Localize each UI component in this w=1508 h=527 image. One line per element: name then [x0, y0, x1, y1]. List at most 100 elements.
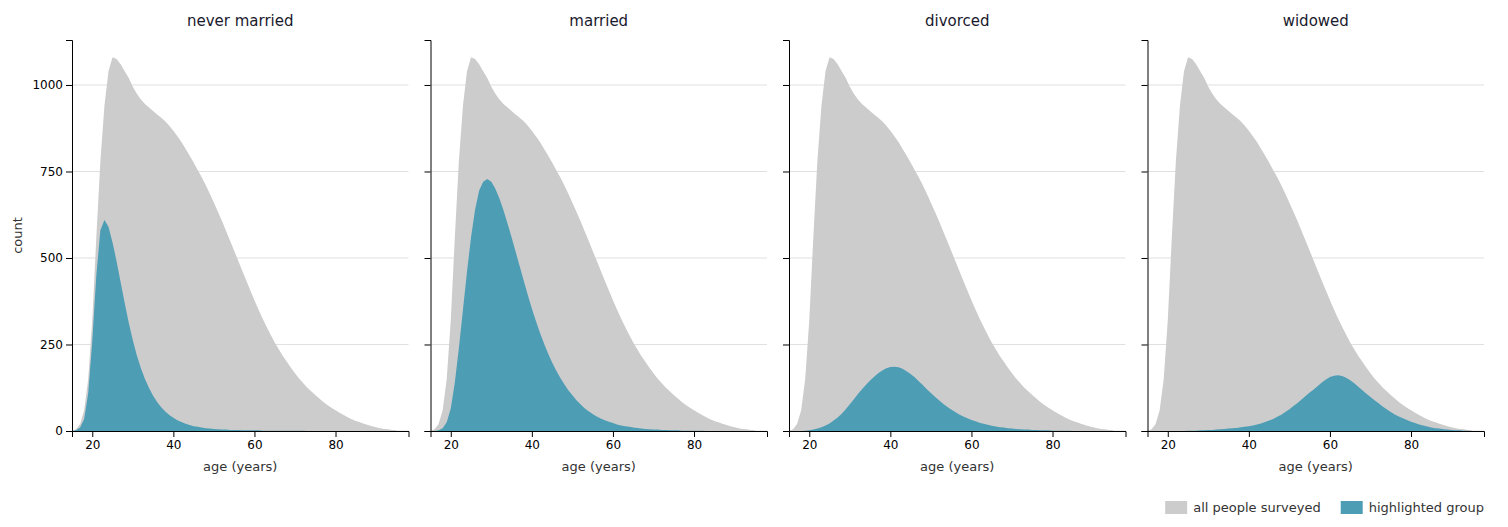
tick-mark: [425, 85, 431, 86]
tick: [783, 171, 789, 172]
tick-label: 250: [40, 338, 63, 352]
tick-mark: [809, 431, 810, 437]
tick: [425, 258, 431, 259]
tick-mark: [425, 258, 431, 259]
tick-mark: [66, 344, 72, 345]
tick-label: 40: [1242, 438, 1257, 452]
x-axis: 20 40 60 80: [790, 431, 1127, 452]
tick: [425, 85, 431, 86]
legend-swatch: [1341, 501, 1363, 514]
tick-mark: [336, 431, 337, 437]
title: married: [569, 12, 628, 30]
area: [72, 220, 396, 431]
tick: 40: [1242, 431, 1257, 452]
tick-label: 80: [1045, 438, 1060, 452]
tick-mark: [254, 431, 255, 437]
legend-label: all people surveyed: [1193, 500, 1321, 515]
tick-mark: [613, 431, 614, 437]
tick-mark: [425, 171, 431, 172]
tick-label: 40: [883, 438, 898, 452]
tick: 500: [40, 251, 72, 265]
area: [1148, 57, 1472, 431]
tick: [783, 431, 789, 432]
tick: [1142, 431, 1148, 432]
tick-mark: [1053, 431, 1054, 437]
tick: 40: [883, 431, 898, 452]
tick-mark: [783, 171, 789, 172]
panel: 20 40 60 80 divorced age (years): [783, 12, 1126, 474]
tick: 60: [964, 431, 979, 452]
axis-line: [425, 41, 432, 432]
tick-mark: [451, 431, 452, 437]
tick-label: 500: [40, 251, 63, 265]
tick-label: 60: [964, 438, 979, 452]
tick-mark: [66, 431, 72, 432]
tick: 20: [802, 431, 817, 452]
tick-mark: [1168, 431, 1169, 437]
title: divorced: [925, 12, 990, 30]
x-axis-title: age (years): [562, 459, 636, 474]
tick-label: 60: [247, 438, 262, 452]
axis-line: [790, 432, 1127, 438]
tick: [1142, 258, 1148, 259]
tick: [425, 344, 431, 345]
tick: 80: [687, 431, 702, 452]
plot-area: [72, 57, 396, 431]
tick: 80: [1045, 431, 1060, 452]
tick: [783, 258, 789, 259]
panel: 20 40 60 80 married age (years): [425, 12, 768, 474]
axis-line: [66, 41, 73, 432]
tick: 60: [247, 431, 262, 452]
tick-mark: [66, 85, 72, 86]
tick-mark: [66, 171, 72, 172]
tick: 1000: [32, 78, 72, 92]
x-axis-title: age (years): [203, 459, 277, 474]
x-axis: 20406080: [1148, 431, 1485, 452]
tick-mark: [1330, 431, 1331, 437]
tick-mark: [1142, 258, 1148, 259]
legend-item: all people surveyed: [1165, 500, 1321, 515]
tick: 60: [606, 431, 621, 452]
tick: 250: [40, 338, 72, 352]
tick: 40: [525, 431, 540, 452]
tick: [783, 85, 789, 86]
area: [72, 57, 396, 431]
legend-swatch: [1165, 501, 1187, 514]
tick: 40: [166, 431, 181, 452]
tick: 750: [40, 165, 72, 179]
tick-label: 20: [802, 438, 817, 452]
tick-mark: [1142, 85, 1148, 86]
tick: [425, 171, 431, 172]
tick-mark: [783, 258, 789, 259]
area: [789, 367, 1113, 431]
tick-label: 80: [687, 438, 702, 452]
tick-label: 750: [40, 165, 63, 179]
tick-mark: [173, 431, 174, 437]
tick: [1142, 344, 1148, 345]
x-axis: 20 40 60 80: [73, 431, 410, 452]
plot-area: [789, 57, 1113, 431]
tick-mark: [1142, 171, 1148, 172]
y-axis: 02505007501000: [32, 41, 72, 439]
tick: 20: [85, 431, 100, 452]
x-axis-title: age (years): [920, 459, 994, 474]
legend: all people surveyed highlighted group: [1165, 500, 1484, 515]
axis-line: [783, 41, 790, 432]
tick-mark: [1249, 431, 1250, 437]
area: [789, 57, 1113, 431]
tick-mark: [783, 344, 789, 345]
y-axis: [425, 41, 432, 432]
tick-mark: [783, 431, 789, 432]
axis-line: [1148, 432, 1485, 438]
x-axis: 20 40 60 80: [431, 431, 768, 452]
tick-mark: [694, 431, 695, 437]
tick-label: 60: [606, 438, 621, 452]
panel: 2040608002505007501000never marriedage (…: [10, 12, 409, 474]
tick-label: 1000: [32, 78, 63, 92]
legend-label: highlighted group: [1369, 500, 1484, 515]
plot-area: [431, 57, 755, 431]
tick-mark: [1411, 431, 1412, 437]
tick-label: 20: [444, 438, 459, 452]
tick: 80: [328, 431, 343, 452]
tick-mark: [66, 258, 72, 259]
